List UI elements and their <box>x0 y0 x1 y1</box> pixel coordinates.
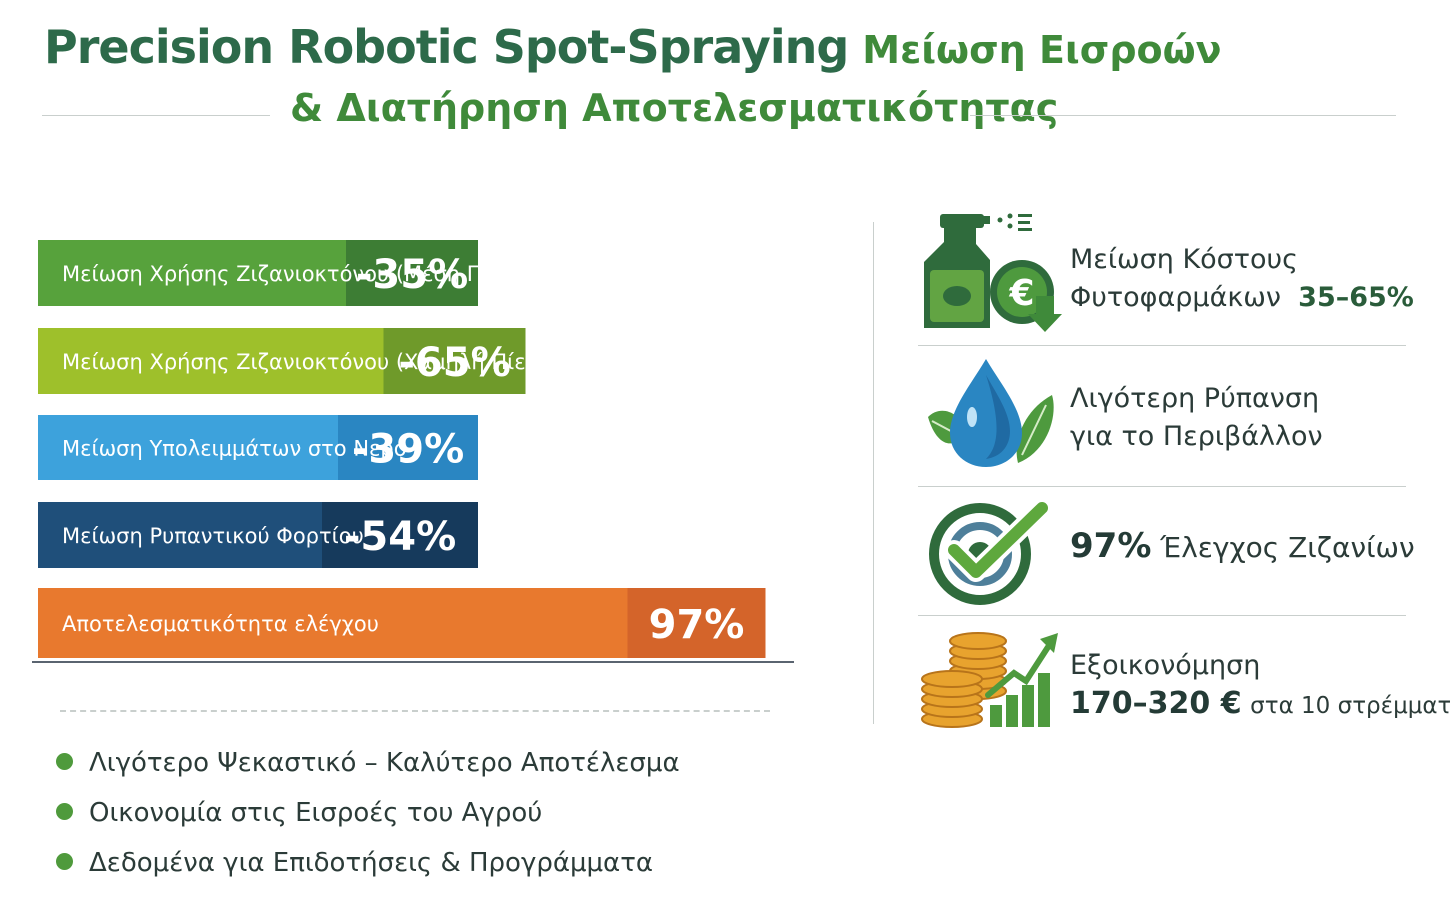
bullet-dot-icon <box>56 803 73 820</box>
bar-value-box-0 <box>346 240 478 306</box>
benefit-weed-control: 97% Έλεγχος Ζιζανίων <box>918 496 1415 610</box>
vertical-divider <box>873 222 874 724</box>
bullet-dot-icon <box>56 853 73 870</box>
bar-value-label-1: -65% <box>398 340 510 386</box>
bar-value-label-3: -54% <box>344 514 456 560</box>
title-main: Precision Robotic Spot-Spraying <box>44 20 849 74</box>
benefit-weed-line1: Έλεγχος Ζιζανίων <box>1160 531 1415 564</box>
title-rule-left <box>42 115 270 116</box>
bullet-item: Λιγότερο Ψεκαστικό – Καλύτερο Αποτέλεσμα <box>56 748 680 778</box>
bar-label-0: Μείωση Χρήσης Ζιζανιοκτόνου (Μέση Πίεση) <box>62 262 536 286</box>
benefit-separator <box>918 615 1406 616</box>
bar-value-box-2 <box>338 415 478 480</box>
title-rule-right <box>970 115 1396 116</box>
benefit-weed-highlight: 97% <box>1070 526 1152 566</box>
benefit-savings-line2: στα 10 στρέμματα <box>1250 693 1450 719</box>
bar-value-box-4 <box>627 588 766 658</box>
page-title: Precision Robotic Spot-Spraying Μείωση Ει… <box>44 20 1222 74</box>
bar-value-label-4: 97% <box>649 602 745 648</box>
bar-label-3: Μείωση Ρυπαντικού Φορτίου <box>62 524 364 548</box>
spray-euro-icon: € <box>924 213 1062 332</box>
target-check-icon <box>929 498 1052 605</box>
bullet-divider <box>60 710 770 712</box>
benefit-cost-line2: Φυτοφαρμάκων <box>1070 282 1281 313</box>
title-greek-line1: Μείωση Εισροών <box>862 28 1222 72</box>
bar-label-2: Μείωση Υπολειμμάτων στο Νερό <box>62 437 407 461</box>
water-drop-leaf-icon <box>928 359 1054 467</box>
benefit-pollution: Λιγότερη Ρύπανση για το Περιβάλλον <box>918 355 1406 477</box>
bar-value-label-2: -39% <box>352 427 464 473</box>
benefit-savings-highlight: 170–320 € <box>1070 686 1242 721</box>
benefit-savings: Εξοικονόμηση 170–320 € στα 10 στρέμματα <box>918 625 1450 735</box>
bar-chart: Μείωση Χρήσης Ζιζανιοκτόνου (Μέση Πίεση)… <box>32 240 794 663</box>
svg-text:€: € <box>1008 273 1034 314</box>
bullet-item: Δεδομένα για Επιδοτήσεις & Προγράμματα <box>56 848 653 878</box>
bar-value-label-0: -35% <box>356 252 468 298</box>
benefit-savings-line1: Εξοικονόμηση <box>1070 650 1261 681</box>
benefit-separator <box>918 486 1406 487</box>
bar-label-4: Αποτελεσματικότητα ελέγχου <box>62 612 379 636</box>
bullet-item: Οικονομία στις Εισροές του Αγρού <box>56 798 542 828</box>
bar-label-1: Μείωση Χρήσης Ζιζανιοκτόνου (Χαμηλή Πίεσ… <box>62 350 560 374</box>
benefit-pollution-line1: Λιγότερη Ρύπανση <box>1070 383 1320 414</box>
benefit-separator <box>918 345 1406 346</box>
benefit-cost-highlight: 35–65% <box>1298 282 1414 313</box>
benefit-cost: € Μείωση Κόστους Φυτοφαρμάκων 35–65% <box>918 210 1414 334</box>
coins-growth-icon <box>921 632 1058 728</box>
bar-value-box-3 <box>322 502 478 568</box>
benefit-cost-line1: Μείωση Κόστους <box>1070 244 1299 275</box>
title-greek-line2: & Διατήρηση Αποτελεσματικότητας <box>290 86 1059 130</box>
bar-value-box-1 <box>383 328 526 394</box>
bullet-dot-icon <box>56 753 73 770</box>
benefit-pollution-line2: για το Περιβάλλον <box>1070 421 1323 452</box>
